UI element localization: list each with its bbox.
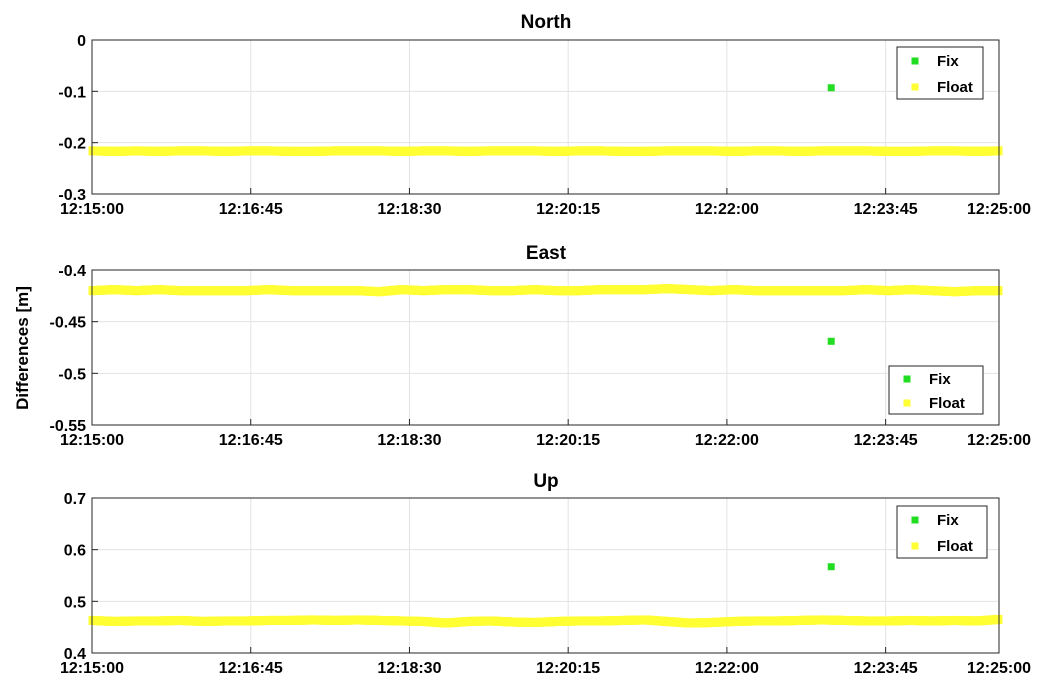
y-tick-label: -0.4 [58, 263, 86, 280]
plot-area [91, 497, 1000, 654]
series-fix [827, 563, 835, 571]
x-tick-labels: 12:15:00 12:16:45 12:18:30 12:20:15 12:22:00… [60, 188, 1031, 218]
x-tick-label: 12:23:45 [854, 432, 918, 449]
x-tick-label: 12:16:45 [219, 660, 283, 677]
panel-north: North 0-0.1-0.2-0.3 12:15:00 12:16:45 12:1… [58, 12, 1031, 218]
legend-label-fix: Fix [929, 371, 951, 388]
legend-label-fix: Fix [937, 53, 959, 70]
x-tick-label: 12:15:00 [60, 660, 124, 677]
legend-marker-float [903, 399, 911, 407]
plot-area [91, 39, 1000, 195]
y-tick-labels: -0.4 -0.45 -0.5 -0.55 [50, 263, 98, 435]
y-tick-label: -0.55 [50, 418, 87, 435]
x-tick-label: 12:20:15 [536, 660, 600, 677]
series-float [88, 614, 1003, 628]
fix-point [827, 337, 835, 345]
x-tick-label: 12:25:00 [967, 660, 1031, 677]
y-tick-label: -0.5 [58, 366, 86, 383]
y-tick-label: 0.6 [64, 543, 86, 560]
y-tick-label: -0.1 [58, 84, 86, 101]
x-tick-label: 12:22:00 [695, 660, 759, 677]
plot-area [91, 269, 1000, 426]
fix-point [827, 84, 835, 92]
legend-marker-fix [903, 375, 911, 383]
x-tick-label: 12:23:45 [854, 201, 918, 218]
panel-up: Up 0.7 0.6 0.5 0.4 12:15:00 12:16:45 12:18:30… [60, 471, 1031, 677]
panel-east: East -0.4 -0.45 -0.5 -0.55 12:15:00 12:16:45… [50, 243, 1032, 449]
grid [91, 497, 1000, 654]
x-tick-label: 12:18:30 [377, 660, 441, 677]
x-tick-label: 12:16:45 [219, 201, 283, 218]
fix-point [827, 563, 835, 571]
x-tick-labels: 12:15:00 12:16:45 12:18:30 12:20:15 12:22:00… [60, 419, 1031, 449]
x-tick-label: 12:20:15 [536, 201, 600, 218]
series-fix [827, 337, 835, 345]
y-tick-labels: 0.7 0.6 0.5 0.4 [64, 491, 98, 663]
legend-marker-fix [911, 516, 919, 524]
legend-label-float: Float [937, 79, 973, 96]
panel-title: Up [533, 471, 558, 492]
y-tick-label: 0 [77, 33, 86, 50]
y-tick-label: 0.4 [64, 646, 86, 663]
x-tick-label: 12:15:00 [60, 201, 124, 218]
panel-title: North [521, 12, 572, 33]
legend: Fix Float [896, 505, 988, 559]
y-tick-label: 0.5 [64, 594, 86, 611]
grid [91, 39, 1000, 195]
x-tick-label: 12:25:00 [967, 432, 1031, 449]
y-tick-label: 0.7 [64, 491, 86, 508]
legend: Fix Float [896, 46, 984, 100]
legend-box [896, 46, 984, 100]
x-tick-label: 12:25:00 [967, 201, 1031, 218]
legend-marker-float [911, 542, 919, 550]
y-tick-label: -0.45 [50, 315, 87, 332]
legend-label-float: Float [929, 395, 965, 412]
x-tick-label: 12:22:00 [695, 432, 759, 449]
series-fix [827, 84, 835, 92]
x-tick-label: 12:15:00 [60, 432, 124, 449]
legend-label-float: Float [937, 538, 973, 555]
x-tick-label: 12:18:30 [377, 201, 441, 218]
panel-title: East [526, 243, 567, 264]
legend: Fix Float [888, 365, 984, 415]
legend-label-fix: Fix [937, 512, 959, 529]
series-float [88, 284, 1003, 297]
y-tick-label: -0.3 [58, 187, 86, 204]
legend-marker-float [911, 83, 919, 91]
x-tick-label: 12:18:30 [377, 432, 441, 449]
x-tick-label: 12:23:45 [854, 660, 918, 677]
y-tick-labels: 0 -0.1 -0.2 -0.3 [58, 33, 98, 204]
y-axis-label: Differences [m] [13, 286, 32, 410]
series-float [88, 146, 1003, 156]
legend-marker-fix [911, 57, 919, 65]
x-tick-label: 12:16:45 [219, 432, 283, 449]
x-tick-labels: 12:15:00 12:16:45 12:18:30 12:20:15 12:22:00… [60, 647, 1031, 677]
y-tick-label: -0.2 [58, 136, 86, 153]
x-tick-label: 12:22:00 [695, 201, 759, 218]
x-tick-label: 12:20:15 [536, 432, 600, 449]
